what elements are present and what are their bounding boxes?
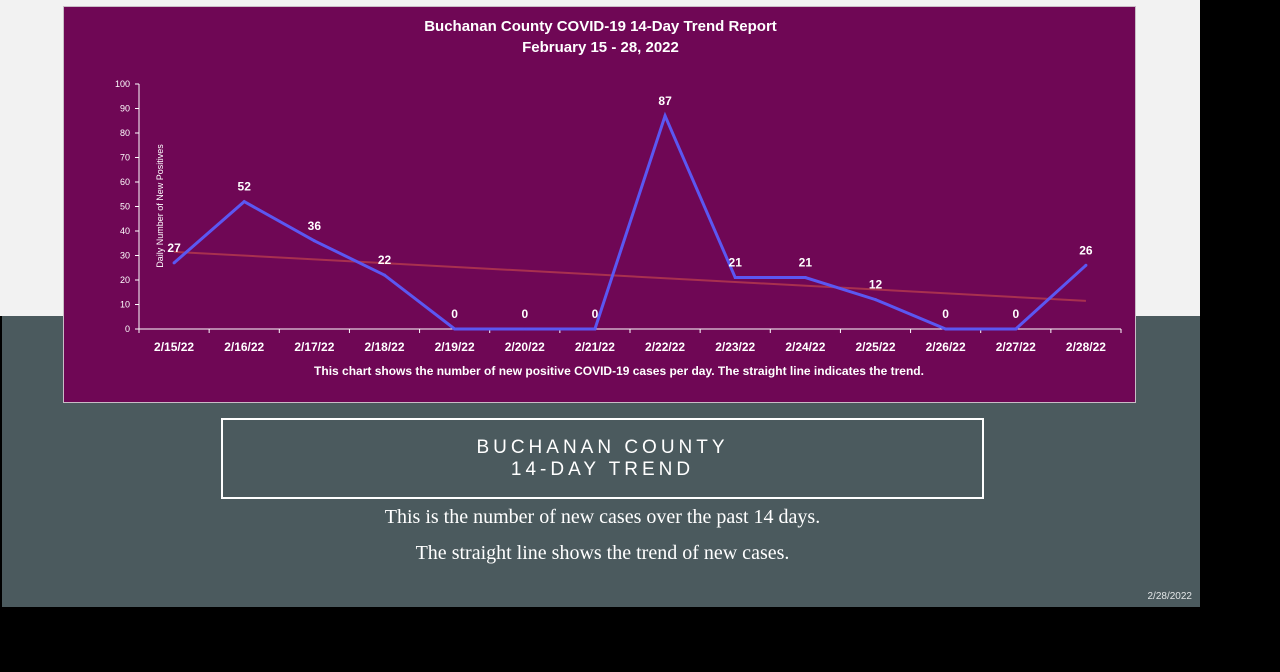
y-tick-label: 50: [120, 202, 130, 212]
y-tick-label: 0: [125, 324, 130, 334]
data-label: 0: [942, 307, 949, 321]
y-tick-label: 80: [120, 128, 130, 138]
x-tick-label: 2/19/22: [435, 340, 475, 354]
headline-line-2: 14-DAY TREND: [510, 459, 695, 480]
x-tick-label: 2/25/22: [855, 340, 895, 354]
data-point: [312, 239, 316, 243]
x-tick-label: 2/16/22: [224, 340, 264, 354]
x-tick-label: 2/20/22: [505, 340, 545, 354]
y-tick-label: 10: [120, 300, 130, 310]
data-point: [1084, 263, 1088, 267]
x-tick-label: 2/26/22: [926, 340, 966, 354]
chart-title: Buchanan County COVID-19 14-Day Trend Re…: [424, 18, 777, 35]
data-point: [523, 327, 527, 331]
chart-subtitle: February 15 - 28, 2022: [522, 39, 679, 56]
data-label: 21: [799, 256, 813, 270]
data-label: 0: [451, 307, 458, 321]
data-label: 36: [308, 219, 322, 233]
data-label: 87: [658, 94, 672, 108]
y-tick-label: 70: [120, 153, 130, 163]
x-tick-label: 2/18/22: [364, 340, 404, 354]
data-point: [803, 276, 807, 280]
y-tick-label: 20: [120, 275, 130, 285]
body-text-line-1: This is the number of new cases over the…: [384, 506, 821, 528]
data-point: [242, 200, 246, 204]
data-label: 27: [167, 241, 181, 255]
data-point: [733, 276, 737, 280]
x-tick-label: 2/27/22: [996, 340, 1036, 354]
data-label: 52: [238, 180, 252, 194]
data-label: 26: [1079, 243, 1093, 257]
series-line: [173, 111, 1087, 331]
x-tick-label: 2/17/22: [294, 340, 334, 354]
data-label: 0: [521, 307, 528, 321]
body-text-line-2: The straight line shows the trend of new…: [415, 542, 790, 564]
x-tick-label: 2/21/22: [575, 340, 615, 354]
x-tick-label: 2/24/22: [785, 340, 825, 354]
slide-date: 2/28/2022: [1147, 591, 1193, 602]
headline-box: BUCHANAN COUNTY 14-DAY TREND: [221, 418, 984, 499]
data-point: [663, 114, 667, 118]
data-point: [172, 261, 176, 265]
data-label: 0: [592, 307, 599, 321]
trend-line: [174, 250, 1086, 302]
y-tick-label: 30: [120, 251, 130, 261]
chart-panel: Buchanan County COVID-19 14-Day Trend Re…: [63, 6, 1136, 403]
y-tick-label: 90: [120, 104, 130, 114]
data-label: 22: [378, 253, 392, 267]
data-point: [874, 298, 877, 302]
x-tick-label: 2/23/22: [715, 340, 755, 354]
data-point: [944, 327, 948, 331]
y-tick-label: 40: [120, 226, 130, 236]
line-chart: 0 10 20 30 40 50 60 70 80 90 100 2/15/22 2/16/22 2/17…: [115, 79, 1122, 354]
data-label: 21: [729, 256, 743, 270]
data-point: [593, 327, 597, 331]
x-tick-label: 2/15/22: [154, 340, 194, 354]
chart-caption: This chart shows the number of new posit…: [314, 364, 924, 378]
x-tick-label: 2/22/22: [645, 340, 685, 354]
data-point: [383, 273, 386, 277]
headline-line-1: BUCHANAN COUNTY: [476, 437, 729, 458]
y-tick-label: 60: [120, 177, 130, 187]
x-tick-label: 2/28/22: [1066, 340, 1106, 354]
data-point: [1014, 327, 1018, 331]
y-tick-label: 100: [115, 79, 130, 89]
data-point: [453, 327, 457, 331]
data-label: 0: [1012, 307, 1019, 321]
data-label: 12: [869, 278, 883, 292]
